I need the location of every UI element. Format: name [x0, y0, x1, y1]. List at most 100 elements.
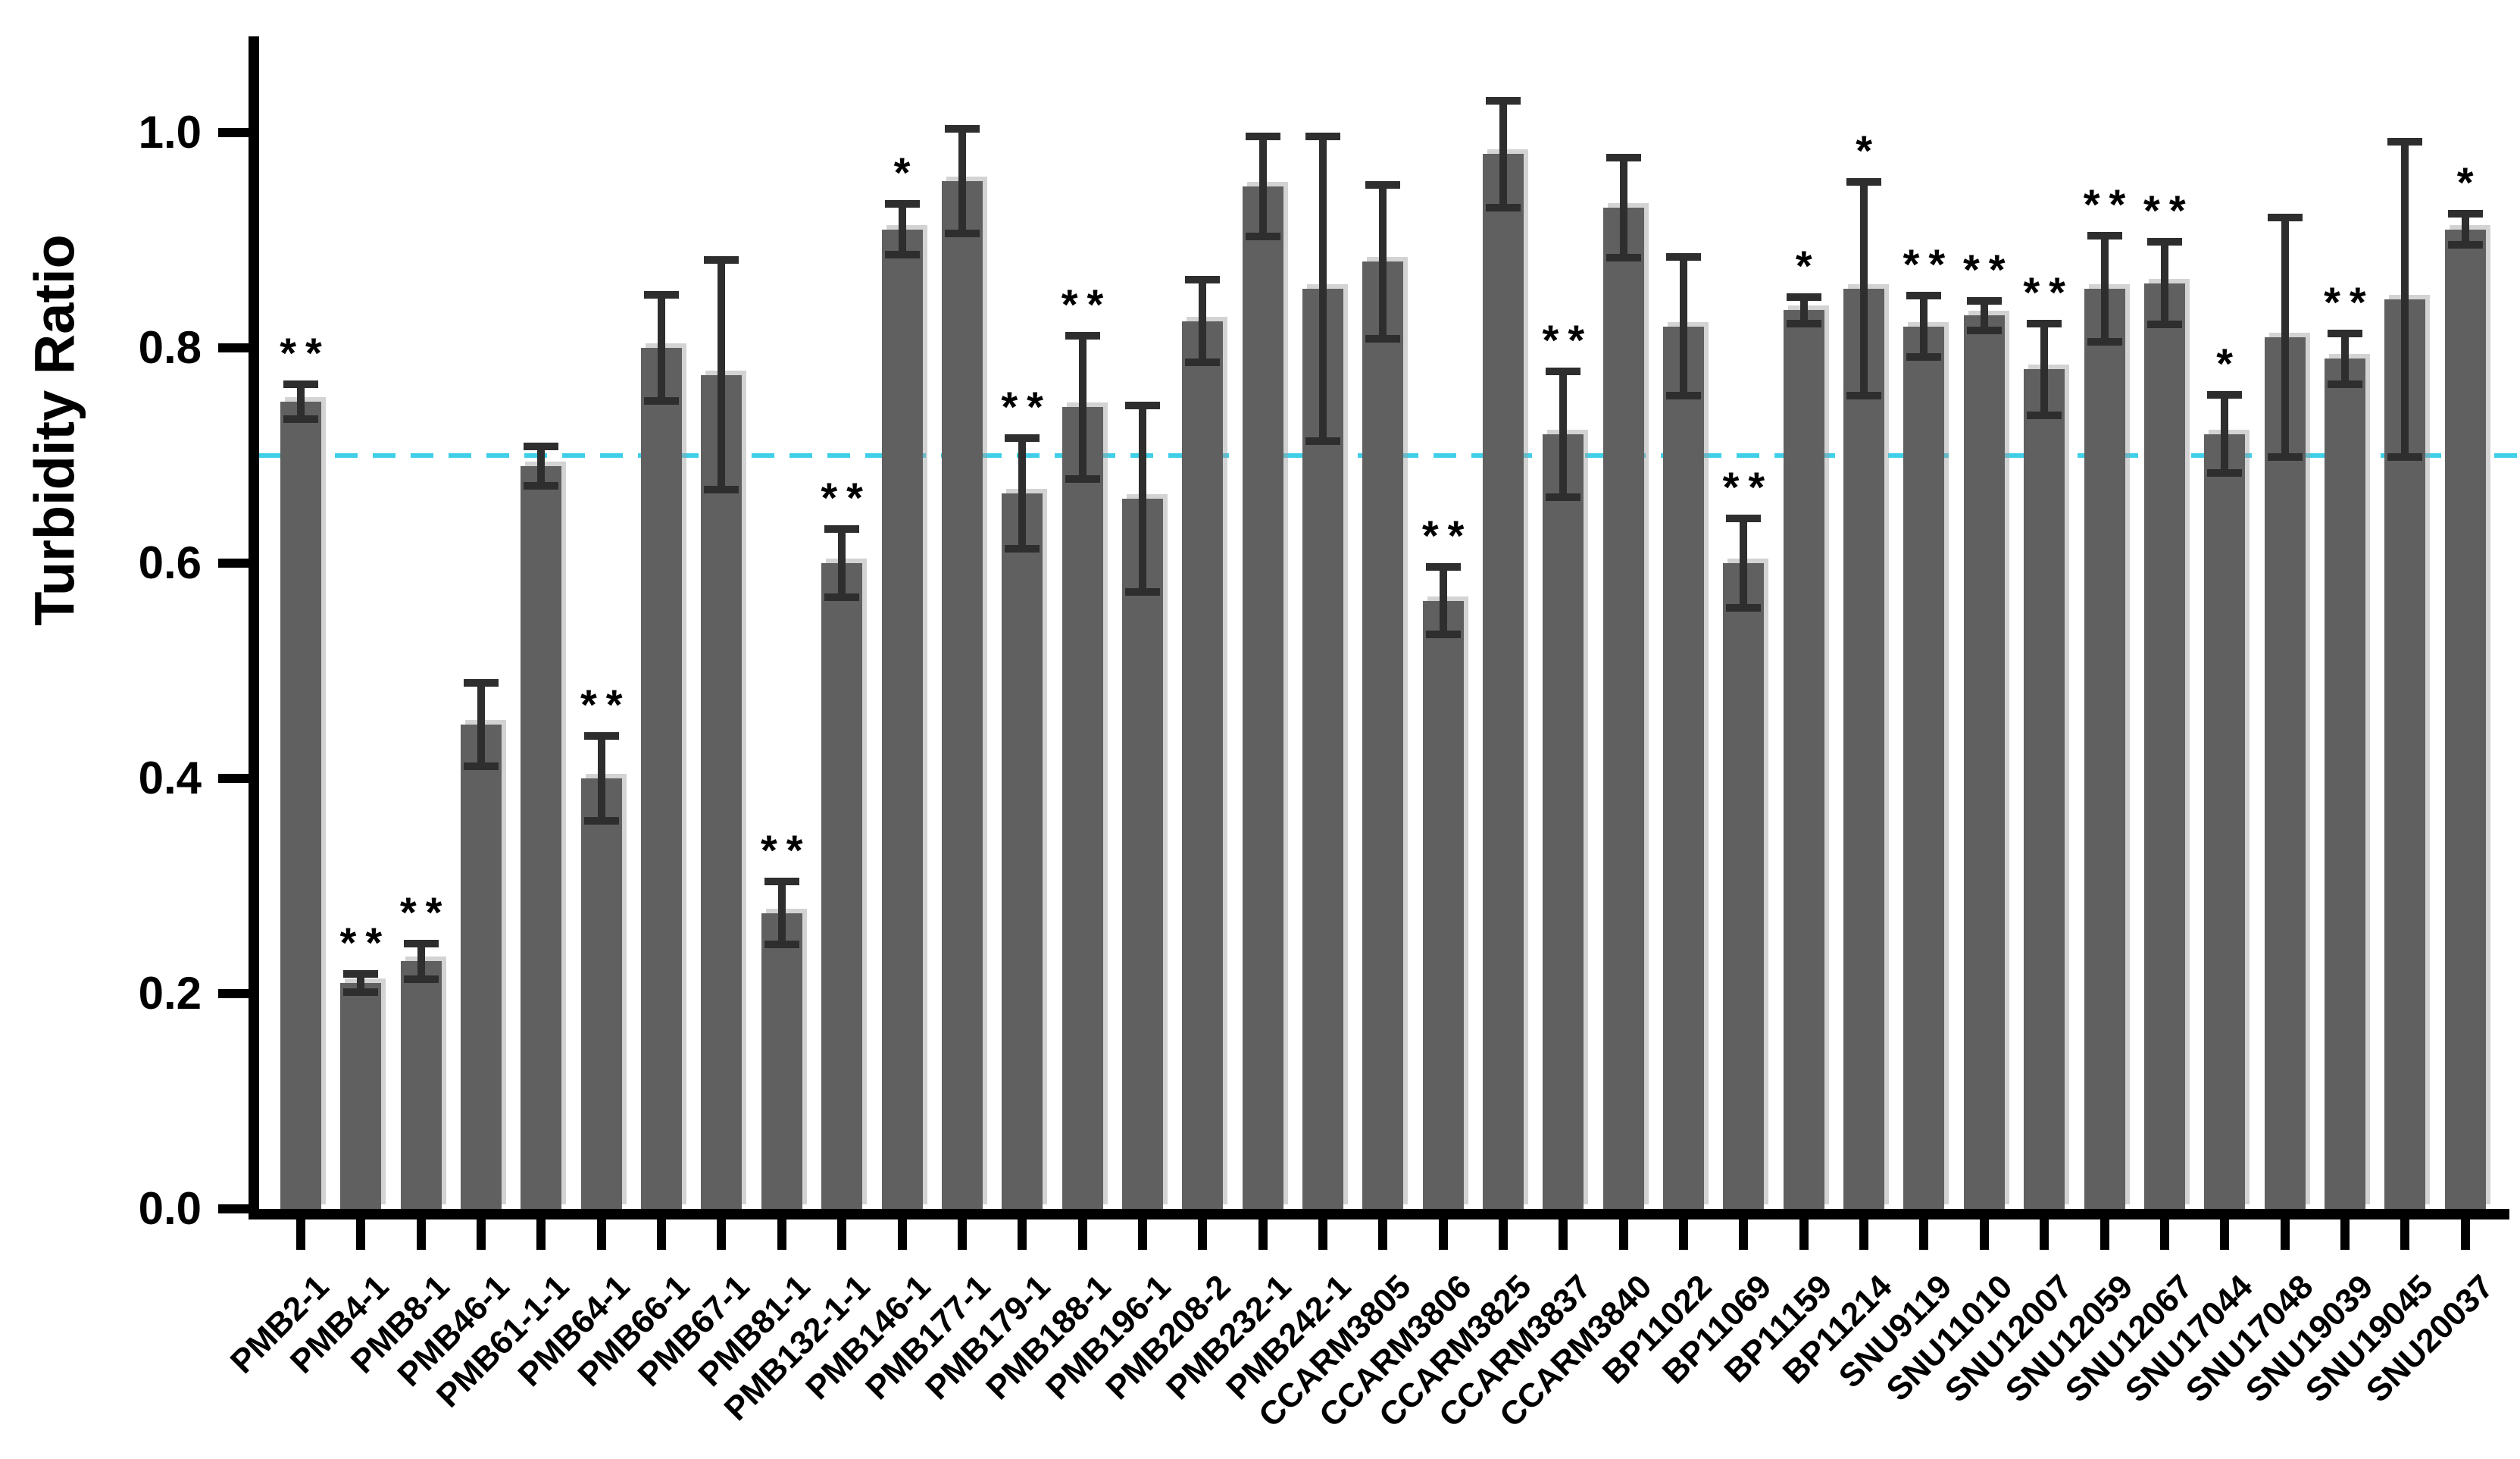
x-tick-mark — [2400, 1219, 2410, 1250]
significance-stars: * — [2456, 158, 2483, 207]
error-bar-cap-top — [1486, 97, 1521, 105]
error-bar-cap-bottom — [1065, 474, 1100, 483]
error-bar-cap-top — [2447, 210, 2483, 218]
bar — [1182, 321, 1224, 1209]
x-tick-mark — [1739, 1219, 1749, 1250]
error-bar-cap-top — [764, 877, 799, 885]
error-bar-cap-top — [1605, 154, 1641, 162]
x-tick-mark — [1919, 1219, 1929, 1250]
error-bar-cap-top — [1546, 367, 1581, 375]
y-tick-label: 1.0 — [138, 107, 202, 158]
bar — [1543, 434, 1584, 1209]
error-bar-cap-bottom — [704, 485, 739, 493]
x-tick-mark — [1077, 1219, 1087, 1250]
significance-stars: ** — [1001, 382, 1052, 430]
error-bar-cap-bottom — [2087, 338, 2122, 346]
error-bar-cap-bottom — [764, 941, 799, 949]
error-bar-cap-bottom — [1486, 203, 1521, 211]
bar — [1602, 208, 1644, 1209]
significance-stars: ** — [2083, 180, 2135, 228]
error-bar-cap-bottom — [1185, 358, 1221, 367]
y-axis-line — [249, 36, 259, 1219]
bar — [521, 466, 562, 1209]
error-bar-cap-top — [2387, 138, 2423, 146]
error-bar-cap-bottom — [1786, 320, 1821, 328]
error-bar-cap-bottom — [1005, 544, 1040, 553]
bar — [2204, 434, 2246, 1209]
bar — [400, 961, 442, 1209]
bar — [2024, 369, 2065, 1209]
error-bar-cap-top — [343, 969, 379, 978]
error-bar-stem — [2461, 210, 2469, 249]
significance-stars: ** — [2023, 268, 2074, 317]
x-tick-mark — [2040, 1219, 2049, 1250]
error-bar-cap-bottom — [1124, 587, 1160, 596]
bar — [461, 725, 502, 1209]
error-bar-stem — [1920, 292, 1928, 362]
error-bar-cap-bottom — [1605, 254, 1641, 262]
error-bar-stem — [838, 525, 846, 601]
error-bar-cap-top — [2087, 231, 2122, 240]
error-bar-stem — [477, 679, 486, 770]
x-axis-line — [249, 1209, 2509, 1219]
error-bar-cap-top — [2327, 329, 2362, 337]
significance-stars: ** — [821, 474, 872, 522]
error-bar-cap-bottom — [2146, 321, 2182, 329]
error-bar-cap-top — [704, 256, 739, 265]
error-bar-cap-bottom — [644, 397, 680, 405]
error-bar-cap-bottom — [2207, 469, 2243, 477]
bar — [641, 348, 683, 1209]
y-tick-mark — [218, 128, 249, 137]
bar — [280, 402, 321, 1209]
bar — [1061, 407, 1103, 1209]
bar — [2264, 337, 2306, 1209]
error-bar-cap-bottom — [1666, 392, 1702, 400]
error-bar-cap-bottom — [1726, 603, 1762, 612]
x-tick-mark — [897, 1219, 907, 1250]
y-tick-label: 0.0 — [138, 1183, 202, 1234]
error-bar-stem — [958, 125, 966, 237]
significance-stars: ** — [761, 825, 812, 874]
bar — [1903, 326, 1945, 1209]
error-bar-stem — [2281, 213, 2289, 462]
x-tick-mark — [1499, 1219, 1508, 1250]
x-tick-mark — [657, 1219, 667, 1250]
error-bar-stem — [2160, 238, 2168, 329]
error-bar-stem — [1199, 275, 1207, 367]
x-tick-mark — [1018, 1219, 1027, 1250]
significance-stars: * — [1856, 126, 1881, 174]
x-tick-mark — [1679, 1219, 1689, 1250]
x-tick-mark — [596, 1219, 606, 1250]
bar — [1422, 600, 1464, 1209]
error-bar-stem — [1740, 515, 1748, 612]
bar — [580, 778, 622, 1209]
error-bar-cap-top — [583, 731, 619, 740]
significance-stars: ** — [580, 680, 632, 728]
error-bar-cap-top — [644, 290, 680, 299]
error-bar-cap-bottom — [1546, 493, 1581, 501]
error-bar-cap-bottom — [1906, 353, 1942, 362]
y-tick-mark — [218, 1204, 249, 1213]
error-bar-cap-top — [1726, 515, 1762, 523]
bar — [1002, 493, 1043, 1209]
error-bar-stem — [1980, 297, 1988, 334]
bar — [2324, 358, 2365, 1209]
x-tick-mark — [1258, 1219, 1268, 1250]
x-tick-mark — [2220, 1219, 2230, 1250]
x-tick-mark — [296, 1219, 305, 1250]
y-tick-label: 0.2 — [138, 968, 202, 1019]
x-tick-mark — [1979, 1219, 1989, 1250]
error-bar-cap-bottom — [583, 817, 619, 825]
error-bar-stem — [1499, 97, 1507, 211]
error-bar-cap-bottom — [824, 593, 860, 601]
error-bar-stem — [658, 290, 666, 405]
bar — [1242, 186, 1283, 1209]
error-bar-cap-bottom — [2327, 380, 2362, 388]
bar — [2444, 229, 2486, 1209]
error-bar-cap-bottom — [944, 229, 980, 237]
error-bar-cap-top — [1305, 133, 1340, 140]
y-axis-title: Turbidity Ratio — [23, 234, 86, 626]
error-bar-cap-top — [524, 442, 559, 450]
x-tick-mark — [1618, 1219, 1628, 1250]
error-bar-stem — [357, 969, 365, 996]
